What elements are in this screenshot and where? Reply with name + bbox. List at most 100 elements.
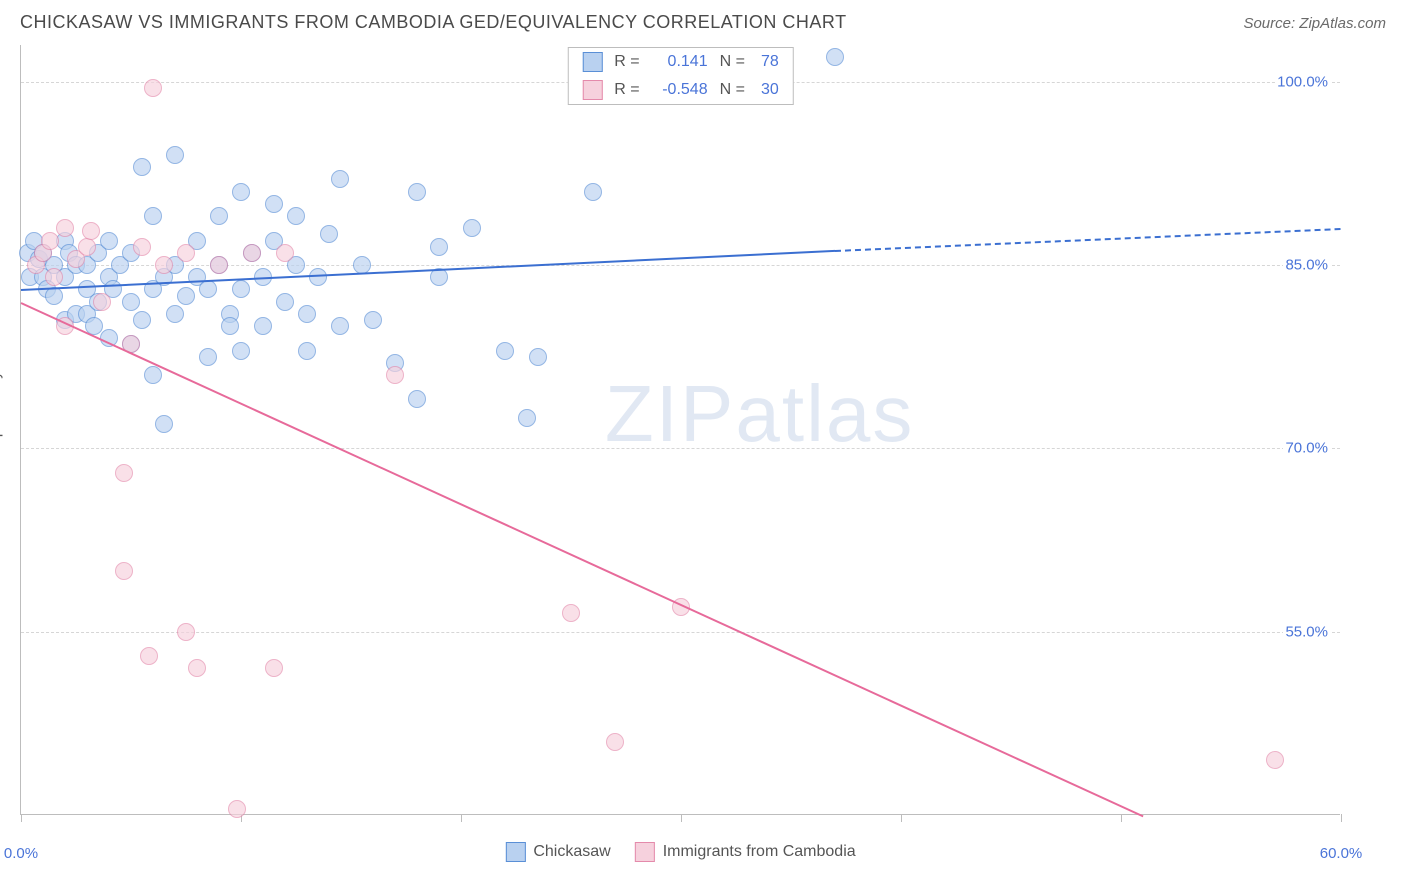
y-tick-label: 100.0% — [1275, 73, 1330, 90]
stat-label: N = — [720, 81, 745, 99]
scatter-point — [122, 293, 140, 311]
scatter-point — [309, 268, 327, 286]
scatter-point — [177, 623, 195, 641]
trend-line — [21, 250, 835, 291]
scatter-point — [430, 238, 448, 256]
x-tick-label: 60.0% — [1320, 845, 1363, 862]
scatter-point — [45, 268, 63, 286]
scatter-point — [529, 348, 547, 366]
stat-n-value: 30 — [761, 81, 779, 99]
legend-label: Chickasaw — [533, 843, 610, 861]
x-tick — [1341, 814, 1342, 822]
scatter-point — [210, 256, 228, 274]
scatter-point — [232, 280, 250, 298]
chart-title: CHICKASAW VS IMMIGRANTS FROM CAMBODIA GE… — [20, 12, 847, 33]
stat-r-value: 0.141 — [650, 53, 708, 71]
scatter-point — [331, 170, 349, 188]
scatter-point — [177, 244, 195, 262]
scatter-point — [276, 293, 294, 311]
scatter-point — [115, 562, 133, 580]
legend-item: Immigrants from Cambodia — [635, 842, 856, 862]
scatter-point — [276, 244, 294, 262]
scatter-point — [265, 195, 283, 213]
correlation-stats-box: R = 0.141 N = 78 R = -0.548 N = 30 — [567, 47, 793, 105]
scatter-point — [221, 317, 239, 335]
grid-line — [21, 448, 1340, 449]
scatter-point — [115, 464, 133, 482]
scatter-point — [144, 79, 162, 97]
scatter-point — [331, 317, 349, 335]
scatter-point — [210, 207, 228, 225]
scatter-point — [133, 158, 151, 176]
stat-r-value: -0.548 — [650, 81, 708, 99]
scatter-point — [56, 219, 74, 237]
stats-row: R = -0.548 N = 30 — [568, 76, 792, 104]
scatter-point — [144, 366, 162, 384]
scatter-point — [228, 800, 246, 818]
scatter-point — [82, 222, 100, 240]
scatter-point — [144, 207, 162, 225]
scatter-point — [518, 409, 536, 427]
x-tick — [1121, 814, 1122, 822]
chart-legend: Chickasaw Immigrants from Cambodia — [505, 842, 855, 862]
trend-line — [835, 228, 1341, 252]
scatter-point — [155, 415, 173, 433]
scatter-point — [166, 146, 184, 164]
stat-label: R = — [614, 53, 639, 71]
scatter-point — [232, 342, 250, 360]
legend-item: Chickasaw — [505, 842, 610, 862]
scatter-point — [562, 604, 580, 622]
scatter-point — [298, 342, 316, 360]
stat-label: N = — [720, 53, 745, 71]
x-tick — [681, 814, 682, 822]
trend-line — [21, 302, 1144, 817]
stat-label: R = — [614, 81, 639, 99]
scatter-point — [320, 225, 338, 243]
y-axis-label: GED/Equivalency — [0, 371, 4, 489]
scatter-point — [199, 280, 217, 298]
watermark: ZIPatlas — [605, 368, 914, 460]
scatter-point — [463, 219, 481, 237]
y-tick-label: 55.0% — [1283, 623, 1330, 640]
scatter-point — [243, 244, 261, 262]
scatter-point — [78, 238, 96, 256]
scatter-point — [254, 317, 272, 335]
legend-swatch — [582, 80, 602, 100]
scatter-point — [408, 390, 426, 408]
scatter-plot: ZIPatlas R =0.141N =78R =-0.548N =30 GED… — [20, 45, 1340, 815]
source-attribution: Source: ZipAtlas.com — [1243, 15, 1386, 32]
legend-swatch — [505, 842, 525, 862]
scatter-point — [606, 733, 624, 751]
scatter-point — [496, 342, 514, 360]
scatter-point — [1266, 751, 1284, 769]
grid-line — [21, 632, 1340, 633]
scatter-point — [199, 348, 217, 366]
scatter-point — [188, 659, 206, 677]
x-tick — [461, 814, 462, 822]
scatter-point — [93, 293, 111, 311]
scatter-point — [364, 311, 382, 329]
scatter-point — [155, 256, 173, 274]
legend-swatch — [635, 842, 655, 862]
y-tick-label: 85.0% — [1283, 257, 1330, 274]
scatter-point — [140, 647, 158, 665]
scatter-point — [287, 207, 305, 225]
stats-row: R = 0.141 N = 78 — [568, 48, 792, 76]
legend-swatch — [582, 52, 602, 72]
y-tick-label: 70.0% — [1283, 440, 1330, 457]
scatter-point — [100, 232, 118, 250]
scatter-point — [265, 659, 283, 677]
scatter-point — [584, 183, 602, 201]
x-tick — [21, 814, 22, 822]
scatter-point — [41, 232, 59, 250]
scatter-point — [826, 48, 844, 66]
scatter-point — [133, 311, 151, 329]
scatter-point — [177, 287, 195, 305]
scatter-point — [133, 238, 151, 256]
x-tick — [901, 814, 902, 822]
scatter-point — [408, 183, 426, 201]
scatter-point — [166, 305, 184, 323]
x-tick-label: 0.0% — [4, 845, 38, 862]
scatter-point — [232, 183, 250, 201]
stat-n-value: 78 — [761, 53, 779, 71]
